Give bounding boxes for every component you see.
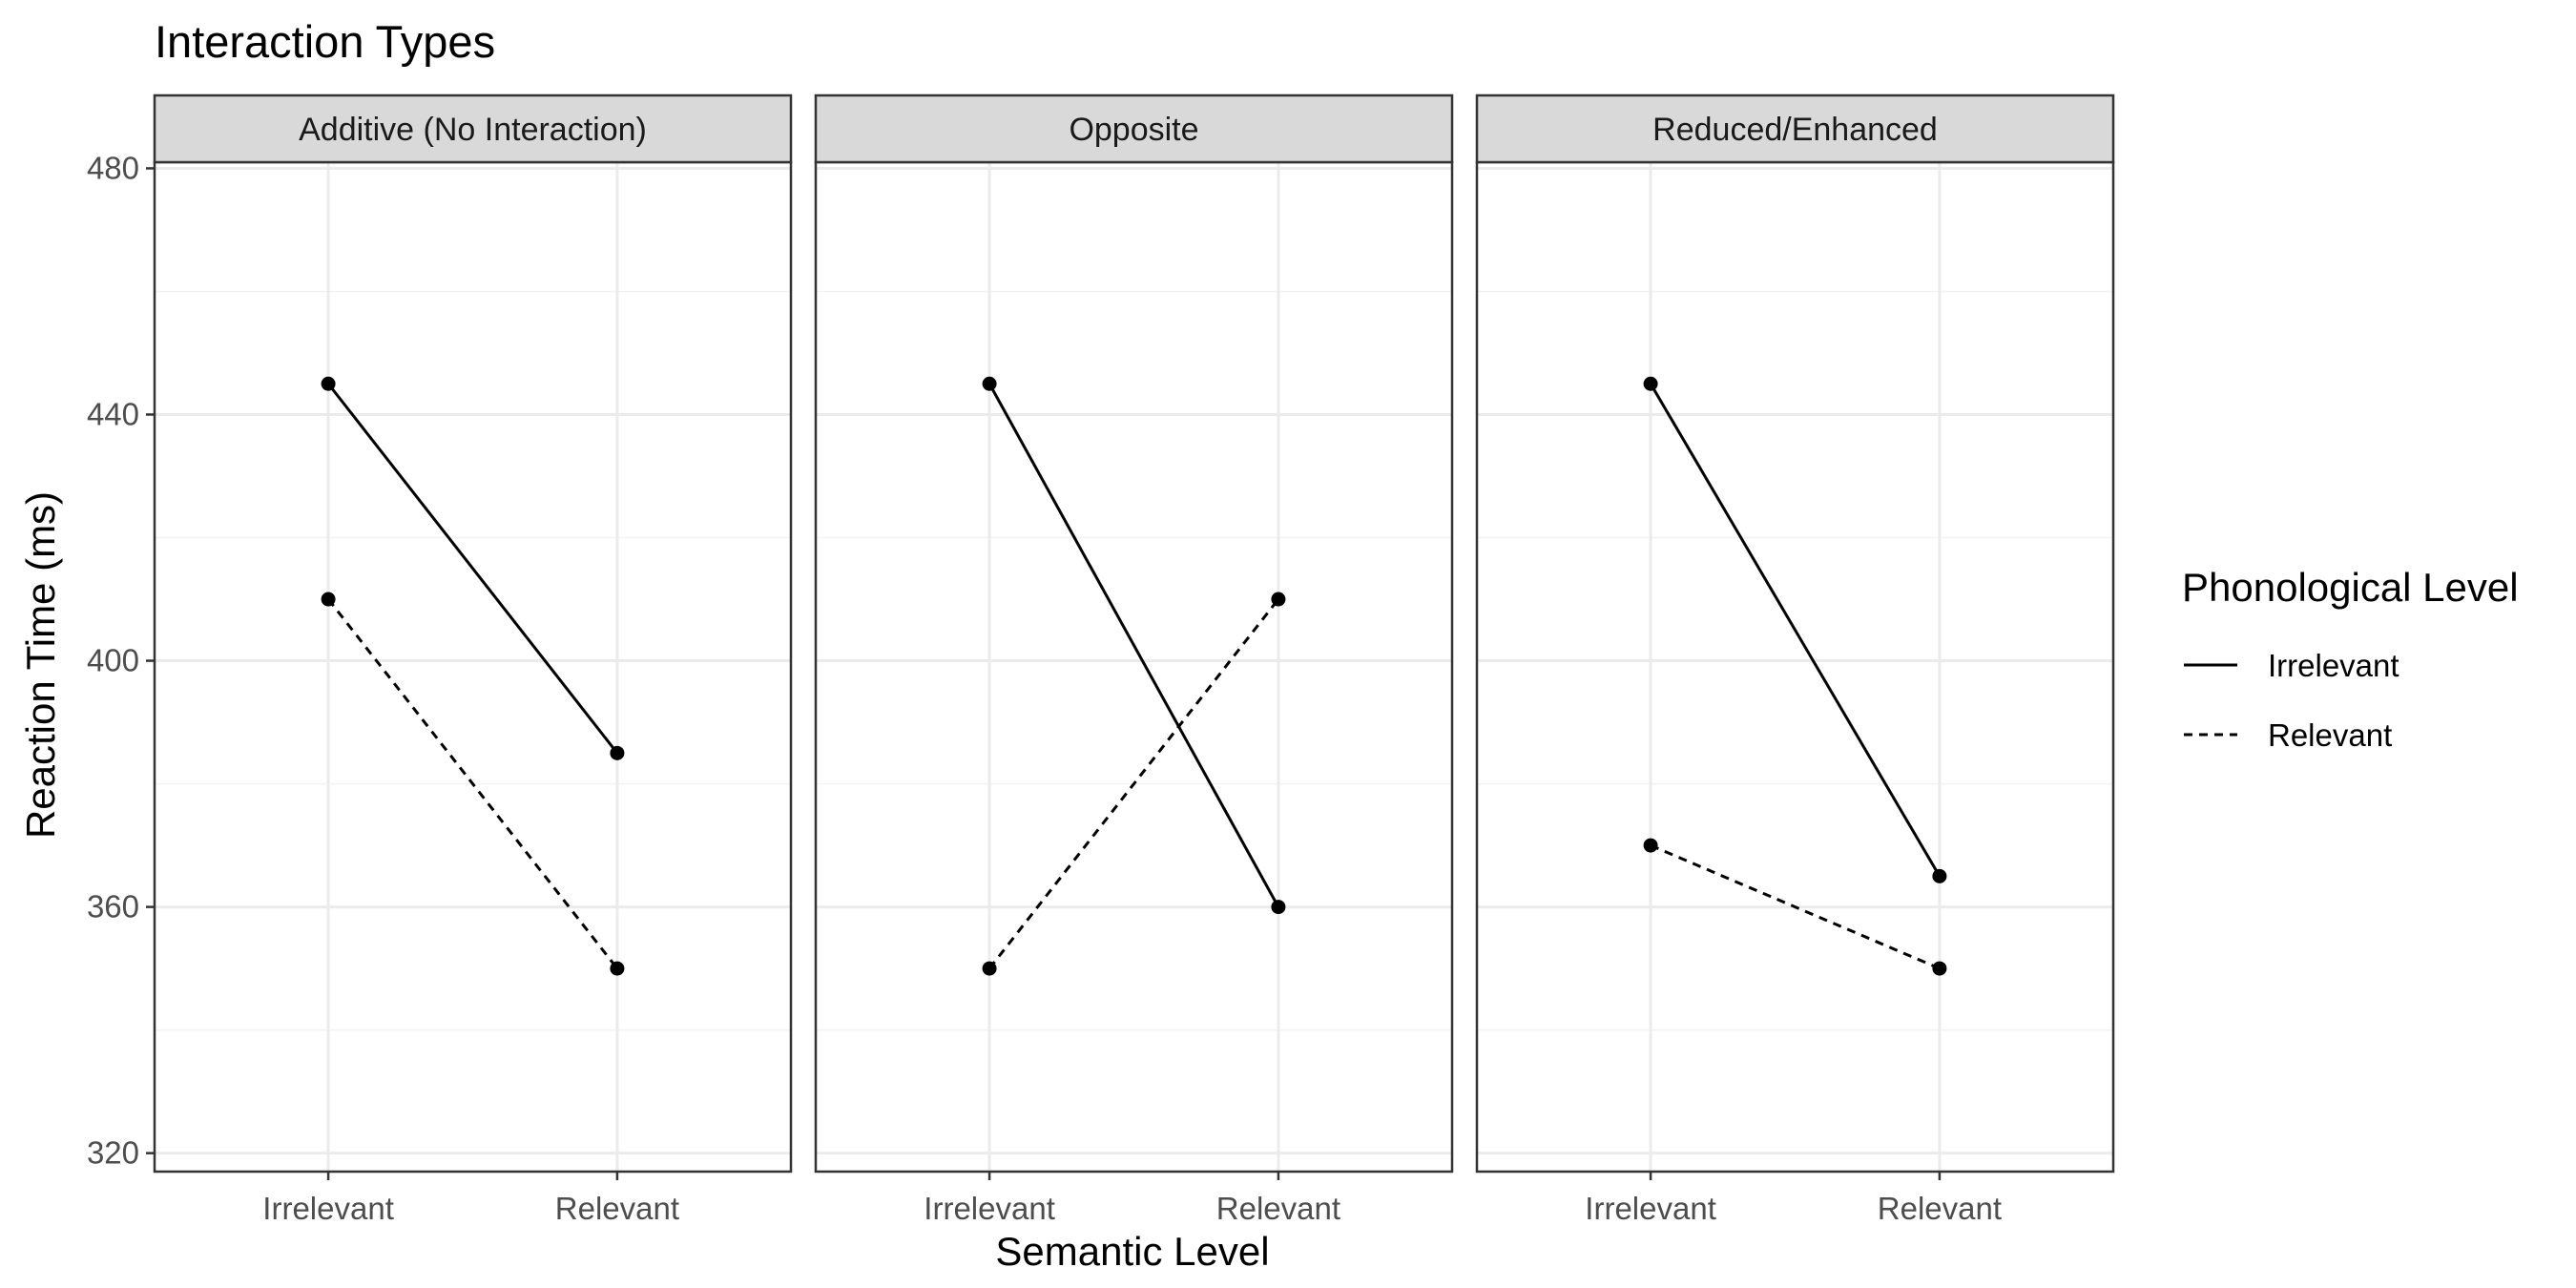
legend: Phonological Level Irrelevant Relevant: [2182, 565, 2519, 753]
y-tick-label: 320: [87, 1135, 139, 1171]
y-tick-label: 400: [87, 643, 139, 678]
data-point-irrelevant: [1271, 900, 1286, 915]
facet-panels: Additive (No Interaction) Irrelevant Relev…: [153, 93, 2115, 1226]
facet-strip: [153, 93, 793, 164]
y-axis-title: Reaction Time (ms): [18, 491, 63, 839]
legend-label-relevant: Relevant: [2268, 717, 2392, 753]
series-line-relevant: [987, 598, 1280, 970]
x-tick-label: Irrelevant: [924, 1191, 1055, 1226]
series-line-irrelevant: [1649, 383, 1942, 878]
x-axis-title: Semantic Level: [995, 1229, 1269, 1274]
x-tick-label: Irrelevant: [1585, 1191, 1716, 1226]
legend-label-irrelevant: Irrelevant: [2268, 648, 2399, 683]
chart-title: Interaction Types: [155, 16, 495, 67]
panel-background: [1477, 162, 2113, 1172]
facet-strip: [1475, 93, 2115, 164]
facet-strip-label: Reduced/Enhanced: [1652, 112, 1938, 148]
data-point-irrelevant: [982, 376, 997, 391]
series-line-relevant: [1650, 843, 1941, 970]
data-point-irrelevant: [1932, 868, 1947, 883]
data-point-relevant: [321, 592, 336, 607]
facet-panel: Reduced/Enhanced Irrelevant Relevant: [1475, 93, 2115, 1226]
data-point-irrelevant: [610, 745, 625, 760]
y-tick-label: 480: [87, 150, 139, 185]
y-axis: 320 360 400 440 480: [87, 150, 155, 1171]
facet-panel: Opposite Irrelevant Relevant: [814, 93, 1454, 1226]
data-point-relevant: [610, 961, 625, 976]
panel-background: [816, 162, 1452, 1172]
data-point-relevant: [1271, 592, 1286, 607]
data-point-relevant: [1932, 961, 1947, 976]
panel-background: [155, 162, 791, 1172]
data-point-relevant: [1643, 838, 1658, 853]
y-tick-label: 360: [87, 889, 139, 924]
data-point-irrelevant: [321, 376, 336, 391]
x-tick-label: Irrelevant: [262, 1191, 394, 1226]
facet-strip: [814, 93, 1454, 164]
x-tick-label: Relevant: [555, 1191, 679, 1226]
legend-title: Phonological Level: [2182, 565, 2519, 610]
data-point-relevant: [982, 961, 997, 976]
x-tick-label: Relevant: [1216, 1191, 1340, 1226]
series-line-irrelevant: [987, 383, 1280, 908]
x-tick-label: Relevant: [1878, 1191, 2002, 1226]
series-line-relevant: [326, 598, 619, 970]
series-line-irrelevant: [326, 383, 619, 755]
facet-strip-label: Additive (No Interaction): [299, 112, 647, 148]
facet-panel: Additive (No Interaction) Irrelevant Relev…: [153, 93, 793, 1226]
data-point-irrelevant: [1643, 376, 1658, 391]
facet-strip-label: Opposite: [1069, 112, 1198, 148]
y-tick-label: 440: [87, 397, 139, 432]
